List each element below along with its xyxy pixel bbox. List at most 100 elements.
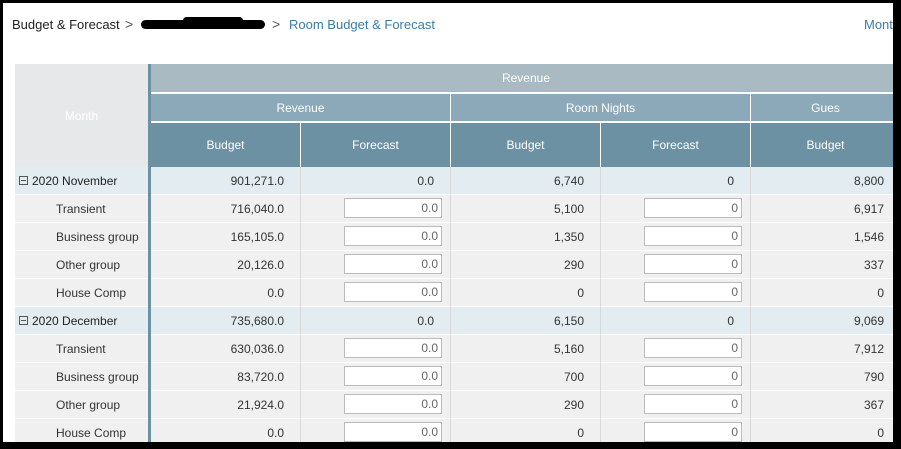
rev-forecast-cell xyxy=(301,391,451,419)
segment-row-label: Transient xyxy=(15,335,148,363)
guest-budget-cell: 1,546 xyxy=(751,223,893,251)
row-label-text: Other group xyxy=(56,257,121,272)
rev-forecast-cell xyxy=(301,223,451,251)
rn-forecast-input[interactable] xyxy=(644,366,742,386)
redaction-mark xyxy=(141,20,265,29)
rev-forecast-cell xyxy=(301,251,451,279)
rn-budget-cell: 6,740 xyxy=(451,167,601,195)
rn-budget-cell: 5,160 xyxy=(451,335,601,363)
rev-forecast-cell xyxy=(301,363,451,391)
rn-forecast-cell xyxy=(601,251,751,279)
rn-budget-cell: 0 xyxy=(451,279,601,307)
collapse-icon[interactable] xyxy=(19,176,28,185)
rn-forecast-cell xyxy=(601,223,751,251)
rn-budget-cell: 1,350 xyxy=(451,223,601,251)
rn-forecast-cell xyxy=(601,195,751,223)
rn-forecast-cell: 0 xyxy=(601,307,751,335)
rev-forecast-cell xyxy=(301,195,451,223)
rev-budget-cell: 21,924.0 xyxy=(151,391,301,419)
app-frame: Budget & Forecast > > Room Budget & Fore… xyxy=(3,3,893,442)
rn-forecast-input[interactable] xyxy=(644,254,742,274)
row-label-text: Other group xyxy=(56,397,121,412)
rn-forecast-input[interactable] xyxy=(644,338,742,358)
rev-forecast-input[interactable] xyxy=(344,254,442,274)
group-header-1: Room Nights xyxy=(451,92,751,121)
rn-forecast-input[interactable] xyxy=(644,394,742,414)
redaction-mark xyxy=(183,17,243,24)
rn-forecast-input[interactable] xyxy=(644,198,742,218)
row-label-text: House Comp xyxy=(56,285,127,300)
breadcrumb-current[interactable]: Room Budget & Forecast xyxy=(289,17,435,32)
guest-budget-cell: 9,069 xyxy=(751,307,893,335)
segment-row-label: Other group xyxy=(15,251,148,279)
segment-row-label: Other group xyxy=(15,391,148,419)
month-column-header[interactable]: Month xyxy=(15,64,148,167)
breadcrumb-root[interactable]: Budget & Forecast xyxy=(12,17,120,32)
guest-budget-cell: 6,917 xyxy=(751,195,893,223)
rev-forecast-input[interactable] xyxy=(344,282,442,302)
breadcrumb-separator-icon: > xyxy=(125,16,134,32)
segment-row-label: House Comp xyxy=(15,419,148,442)
segment-row-label: Transient xyxy=(15,195,148,223)
rev-forecast-cell: 0.0 xyxy=(301,307,451,335)
rev-budget-cell: 716,040.0 xyxy=(151,195,301,223)
rev-forecast-input[interactable] xyxy=(344,198,442,218)
rn-forecast-input[interactable] xyxy=(644,282,742,302)
rev-forecast-input[interactable] xyxy=(344,226,442,246)
rev-budget-cell: 165,105.0 xyxy=(151,223,301,251)
rev-forecast-input[interactable] xyxy=(344,366,442,386)
guest-budget-cell: 7,912 xyxy=(751,335,893,363)
sub-header-0[interactable]: Budget xyxy=(151,121,301,167)
month-group-row-label[interactable]: 2020 December xyxy=(15,307,148,335)
rn-forecast-input[interactable] xyxy=(644,422,742,442)
guest-budget-cell: 337 xyxy=(751,251,893,279)
row-label-text: Transient xyxy=(56,201,106,216)
rev-forecast-cell xyxy=(301,279,451,307)
sub-header-1[interactable]: Forecast xyxy=(301,121,451,167)
row-label-text: Business group xyxy=(56,369,139,384)
collapse-icon[interactable] xyxy=(19,316,28,325)
rev-budget-cell: 630,036.0 xyxy=(151,335,301,363)
row-label-text: House Comp xyxy=(56,425,127,440)
rn-budget-cell: 6,150 xyxy=(451,307,601,335)
rn-forecast-cell xyxy=(601,279,751,307)
rn-budget-cell: 290 xyxy=(451,391,601,419)
rn-forecast-cell: 0 xyxy=(601,167,751,195)
rev-forecast-cell xyxy=(301,419,451,442)
group-header-2: Gues xyxy=(751,92,893,121)
rn-forecast-cell xyxy=(601,419,751,442)
rn-budget-cell: 5,100 xyxy=(451,195,601,223)
rev-budget-cell: 83,720.0 xyxy=(151,363,301,391)
rn-budget-cell: 290 xyxy=(451,251,601,279)
rev-budget-cell: 20,126.0 xyxy=(151,251,301,279)
guest-budget-cell: 790 xyxy=(751,363,893,391)
view-mode-link[interactable]: Mont xyxy=(864,17,893,32)
rev-budget-cell: 735,680.0 xyxy=(151,307,301,335)
sub-header-4[interactable]: Budget xyxy=(751,121,893,167)
breadcrumb-separator-icon: > xyxy=(272,16,281,32)
sub-header-2[interactable]: Budget xyxy=(451,121,601,167)
row-label-text: Transient xyxy=(56,341,106,356)
frozen-column-divider xyxy=(148,64,151,442)
guest-budget-cell: 0 xyxy=(751,419,893,442)
group-header-0: Revenue xyxy=(151,92,451,121)
sub-header-3[interactable]: Forecast xyxy=(601,121,751,167)
rev-forecast-cell xyxy=(301,335,451,363)
rev-forecast-input[interactable] xyxy=(344,338,442,358)
month-group-row-label[interactable]: 2020 November xyxy=(15,167,148,195)
guest-budget-cell: 8,800 xyxy=(751,167,893,195)
revenue-top-header: Revenue xyxy=(151,64,893,92)
rev-forecast-input[interactable] xyxy=(344,394,442,414)
rev-forecast-input[interactable] xyxy=(344,422,442,442)
rev-forecast-cell: 0.0 xyxy=(301,167,451,195)
row-label-text: 2020 December xyxy=(32,313,118,328)
guest-budget-cell: 0 xyxy=(751,279,893,307)
segment-row-label: House Comp xyxy=(15,279,148,307)
rn-forecast-cell xyxy=(601,335,751,363)
segment-row-label: Business group xyxy=(15,363,148,391)
rev-budget-cell: 901,271.0 xyxy=(151,167,301,195)
rn-budget-cell: 700 xyxy=(451,363,601,391)
segment-row-label: Business group xyxy=(15,223,148,251)
rn-forecast-cell xyxy=(601,363,751,391)
rn-forecast-input[interactable] xyxy=(644,226,742,246)
